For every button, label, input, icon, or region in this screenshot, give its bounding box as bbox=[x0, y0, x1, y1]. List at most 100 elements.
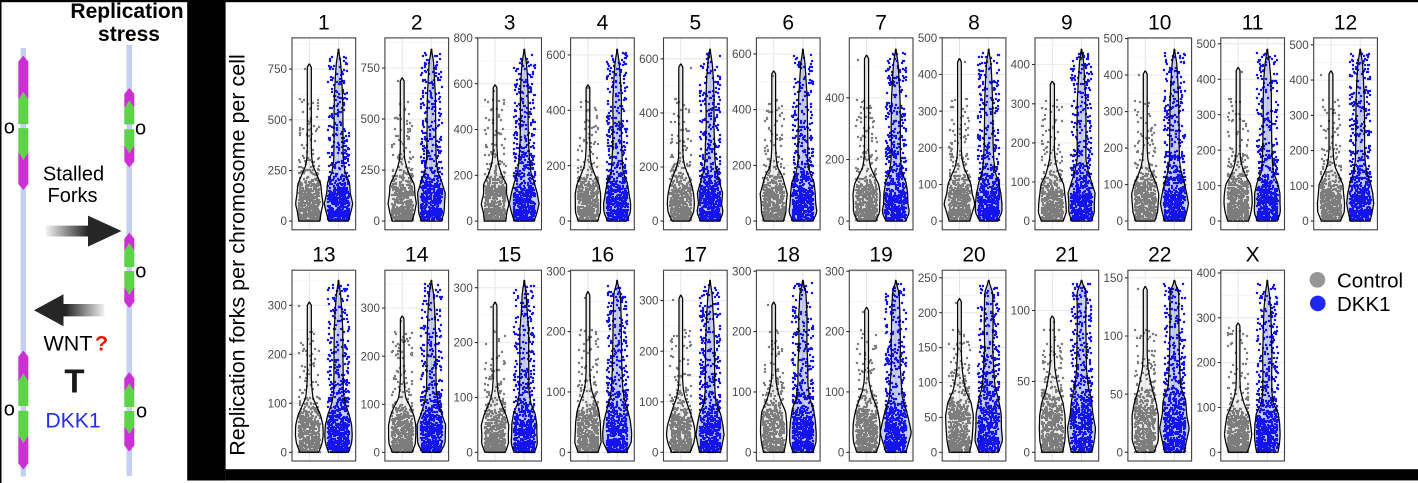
svg-text:X: X bbox=[1246, 244, 1260, 267]
svg-text:200: 200 bbox=[732, 326, 751, 339]
svg-text:500: 500 bbox=[1104, 33, 1123, 46]
svg-text:300: 300 bbox=[546, 265, 565, 278]
svg-text:200: 200 bbox=[825, 154, 844, 167]
svg-text:250: 250 bbox=[361, 164, 380, 177]
svg-text:200: 200 bbox=[825, 326, 844, 339]
svg-text:0: 0 bbox=[745, 446, 751, 459]
svg-text:200: 200 bbox=[1011, 137, 1030, 150]
svg-text:100: 100 bbox=[1196, 402, 1215, 415]
svg-text:400: 400 bbox=[1011, 59, 1030, 72]
svg-text:8: 8 bbox=[968, 11, 980, 34]
svg-text:100: 100 bbox=[546, 386, 565, 399]
svg-text:0: 0 bbox=[1209, 215, 1215, 228]
svg-text:200: 200 bbox=[918, 142, 937, 155]
svg-text:0: 0 bbox=[466, 446, 472, 459]
svg-text:200: 200 bbox=[1289, 145, 1308, 158]
svg-text:0: 0 bbox=[838, 215, 844, 228]
svg-text:9: 9 bbox=[1061, 11, 1073, 34]
svg-text:3: 3 bbox=[504, 11, 516, 34]
svg-text:100: 100 bbox=[1104, 330, 1123, 343]
svg-text:WNT: WNT bbox=[44, 332, 93, 356]
svg-text:200: 200 bbox=[639, 161, 658, 174]
svg-text:100: 100 bbox=[453, 392, 472, 405]
svg-text:0: 0 bbox=[559, 215, 565, 228]
svg-text:500: 500 bbox=[1196, 38, 1215, 51]
svg-text:100: 100 bbox=[1196, 180, 1215, 193]
svg-text:0: 0 bbox=[931, 446, 937, 459]
svg-text:20: 20 bbox=[962, 244, 985, 267]
svg-text:300: 300 bbox=[1289, 110, 1308, 123]
svg-text:0: 0 bbox=[373, 446, 379, 459]
svg-text:500: 500 bbox=[918, 32, 937, 45]
svg-text:6: 6 bbox=[782, 11, 794, 34]
svg-text:200: 200 bbox=[546, 160, 565, 173]
svg-text:0: 0 bbox=[1116, 215, 1122, 228]
svg-text:DKK1: DKK1 bbox=[45, 410, 100, 433]
svg-text:500: 500 bbox=[361, 113, 380, 126]
svg-text:13: 13 bbox=[312, 244, 335, 267]
svg-text:100: 100 bbox=[918, 179, 937, 192]
svg-text:1: 1 bbox=[318, 11, 330, 34]
svg-text:15: 15 bbox=[498, 244, 521, 267]
svg-text:Forks: Forks bbox=[48, 185, 98, 207]
svg-text:100: 100 bbox=[732, 386, 751, 399]
svg-text:300: 300 bbox=[1104, 106, 1123, 119]
svg-text:300: 300 bbox=[732, 265, 751, 278]
svg-text:0: 0 bbox=[652, 446, 658, 459]
svg-text:?: ? bbox=[95, 332, 108, 356]
svg-text:100: 100 bbox=[1011, 305, 1030, 318]
svg-text:800: 800 bbox=[453, 32, 472, 45]
svg-text:o: o bbox=[4, 399, 15, 421]
svg-text:400: 400 bbox=[825, 92, 844, 105]
svg-text:10: 10 bbox=[1148, 11, 1171, 34]
svg-text:600: 600 bbox=[732, 48, 751, 61]
svg-text:12: 12 bbox=[1334, 11, 1357, 34]
svg-text:0: 0 bbox=[1209, 446, 1215, 459]
svg-text:21: 21 bbox=[1055, 244, 1078, 267]
svg-text:100: 100 bbox=[825, 386, 844, 399]
svg-text:400: 400 bbox=[732, 104, 751, 117]
svg-text:200: 200 bbox=[1104, 142, 1123, 155]
svg-text:400: 400 bbox=[453, 124, 472, 137]
svg-text:200: 200 bbox=[361, 350, 380, 363]
svg-text:200: 200 bbox=[453, 337, 472, 350]
svg-text:50: 50 bbox=[1017, 376, 1030, 389]
svg-text:100: 100 bbox=[1011, 176, 1030, 189]
svg-text:300: 300 bbox=[825, 265, 844, 278]
svg-text:600: 600 bbox=[453, 78, 472, 91]
svg-text:400: 400 bbox=[639, 107, 658, 120]
svg-text:16: 16 bbox=[591, 244, 614, 267]
svg-text:150: 150 bbox=[1104, 272, 1123, 285]
svg-text:200: 200 bbox=[1196, 357, 1215, 370]
svg-text:0: 0 bbox=[373, 215, 379, 228]
svg-text:0: 0 bbox=[1302, 215, 1308, 228]
svg-text:T: T bbox=[64, 363, 84, 400]
svg-text:750: 750 bbox=[361, 62, 380, 75]
svg-text:0: 0 bbox=[281, 446, 287, 459]
svg-text:o: o bbox=[135, 118, 146, 140]
svg-text:300: 300 bbox=[1196, 109, 1215, 122]
svg-text:Control: Control bbox=[1337, 269, 1403, 292]
svg-text:17: 17 bbox=[684, 244, 707, 267]
svg-text:11: 11 bbox=[1242, 11, 1264, 34]
svg-text:200: 200 bbox=[268, 348, 287, 361]
svg-text:100: 100 bbox=[918, 377, 937, 390]
svg-text:300: 300 bbox=[268, 299, 287, 312]
svg-text:100: 100 bbox=[361, 398, 380, 411]
svg-text:0: 0 bbox=[559, 446, 565, 459]
svg-text:100: 100 bbox=[1289, 180, 1308, 193]
svg-text:100: 100 bbox=[1104, 179, 1123, 192]
svg-text:o: o bbox=[136, 401, 147, 423]
svg-text:2: 2 bbox=[411, 11, 423, 34]
svg-text:600: 600 bbox=[546, 49, 565, 62]
svg-text:400: 400 bbox=[1104, 69, 1123, 82]
svg-text:500: 500 bbox=[268, 114, 287, 127]
svg-text:400: 400 bbox=[1289, 74, 1308, 87]
svg-text:200: 200 bbox=[453, 169, 472, 182]
svg-text:200: 200 bbox=[639, 345, 658, 358]
svg-text:0: 0 bbox=[1116, 446, 1122, 459]
svg-text:400: 400 bbox=[1196, 73, 1215, 86]
svg-text:50: 50 bbox=[1110, 388, 1123, 401]
svg-text:300: 300 bbox=[361, 302, 380, 315]
svg-text:200: 200 bbox=[1196, 144, 1215, 157]
